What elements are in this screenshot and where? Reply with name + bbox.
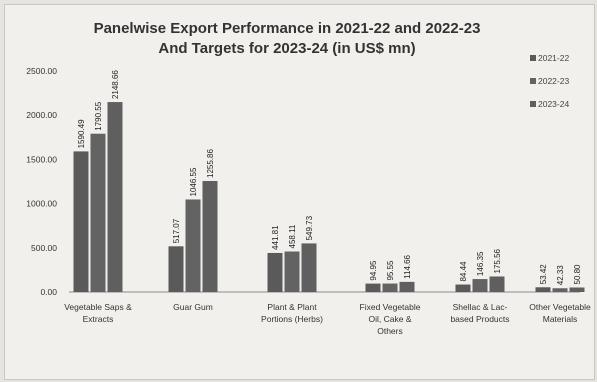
data-label: 146.35 [476, 251, 485, 276]
x-category-label: Materials [543, 314, 577, 324]
data-label: 84.44 [459, 261, 468, 282]
data-label: 53.42 [539, 264, 548, 285]
x-category-label: Shellac & Lac- [453, 302, 508, 312]
x-category-label: Oil, Cake & [369, 314, 412, 324]
legend-swatch [530, 78, 536, 84]
y-tick-label: 500.00 [31, 243, 57, 253]
legend-label: 2023-24 [538, 99, 569, 109]
data-label: 549.73 [305, 215, 314, 240]
y-tick-label: 1000.00 [26, 199, 57, 209]
bar-2021-22 [535, 287, 551, 292]
data-label: 2148.66 [111, 70, 120, 99]
bar-2023-24 [399, 281, 415, 292]
legend-label: 2022-23 [538, 76, 569, 86]
bar-2023-24 [202, 180, 218, 292]
y-tick-label: 1500.00 [26, 154, 57, 164]
chart-title-line: And Targets for 2023-24 (in US$ mn) [158, 40, 415, 57]
bar-2022-23 [552, 288, 568, 292]
data-label: 1255.86 [206, 149, 215, 178]
bar-2023-24 [301, 243, 317, 292]
data-label: 95.55 [386, 260, 395, 281]
legend-label: 2021-22 [538, 53, 569, 63]
x-category-label: based Products [450, 314, 509, 324]
x-category-label: Guar Gum [173, 302, 213, 312]
data-label: 1790.55 [94, 101, 103, 130]
bar-2023-24 [107, 102, 123, 292]
bar-2021-22 [73, 151, 89, 292]
x-category-label: Fixed Vegetable [360, 302, 421, 312]
x-category-label: Other Vegetable [529, 302, 591, 312]
x-category-label: Portions (Herbs) [261, 314, 323, 324]
y-tick-label: 2000.00 [26, 110, 57, 120]
data-label: 50.80 [573, 264, 582, 285]
data-label: 458.11 [288, 224, 297, 248]
data-label: 441.81 [271, 225, 280, 250]
bar-2022-23 [185, 199, 201, 292]
data-label: 1590.49 [77, 119, 86, 148]
x-category-label: Plant & Plant [267, 302, 317, 312]
data-label: 175.56 [493, 248, 502, 273]
x-category-label: Others [377, 326, 403, 336]
y-tick-label: 0.00 [40, 287, 57, 297]
x-category-label: Vegetable Saps & [64, 302, 132, 312]
data-label: 1046.55 [189, 167, 198, 196]
bar-2021-22 [365, 283, 381, 292]
data-label: 42.33 [556, 265, 565, 286]
legend-swatch [530, 101, 536, 107]
bar-2021-22 [168, 246, 184, 292]
data-label: 517.07 [172, 218, 181, 243]
bar-2022-23 [284, 251, 300, 292]
bar-2022-23 [382, 283, 398, 292]
y-tick-label: 2500.00 [26, 66, 57, 76]
bar-2023-24 [489, 276, 505, 292]
chart-title-line: Panelwise Export Performance in 2021-22 … [94, 20, 481, 37]
bar-2022-23 [472, 279, 488, 292]
chart-frame: Panelwise Export Performance in 2021-22 … [4, 4, 595, 380]
bar-chart: Panelwise Export Performance in 2021-22 … [26, 20, 591, 336]
x-category-label: Extracts [83, 314, 114, 324]
bar-2021-22 [455, 284, 471, 292]
bar-2023-24 [569, 287, 585, 292]
data-label: 114.66 [403, 254, 412, 278]
bar-2021-22 [267, 252, 283, 292]
legend-swatch [530, 55, 536, 61]
data-label: 94.95 [369, 260, 378, 281]
bar-2022-23 [90, 133, 106, 292]
